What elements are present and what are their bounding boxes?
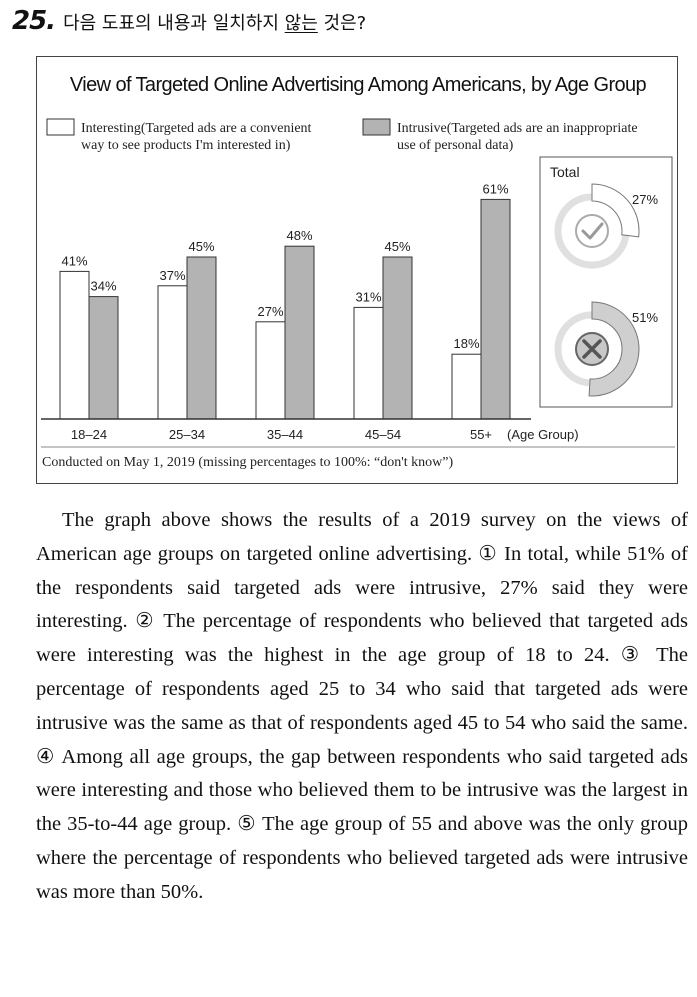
x-icon — [575, 332, 609, 366]
total-title: Total — [550, 164, 580, 180]
total-donuts: 27% 51% — [554, 183, 658, 397]
chart-figure: View of Targeted Online Advertising Amon… — [36, 56, 678, 484]
data-label-intrusive-0: 34% — [90, 279, 116, 294]
question-text-underlined: 않는 — [284, 13, 318, 34]
data-label-interesting-3: 31% — [355, 289, 381, 304]
bar-intrusive-3 — [382, 256, 413, 420]
legend-swatch-intrusive — [362, 118, 391, 136]
data-label-intrusive-3: 45% — [384, 239, 410, 254]
x-tick-label-2: 35–44 — [267, 427, 303, 442]
bar-interesting-1 — [157, 285, 188, 420]
donut-segment-intrusive — [588, 301, 640, 397]
x-axis-suffix: (Age Group) — [507, 427, 579, 442]
bar-intrusive-2 — [284, 245, 315, 420]
donut-segment-interesting — [591, 183, 640, 238]
bar-intrusive-0 — [88, 296, 119, 420]
data-label-intrusive-4: 61% — [482, 181, 508, 196]
x-tick-label-1: 25–34 — [169, 427, 205, 442]
bar-chart: View of Targeted Online Advertising Amon… — [41, 74, 675, 470]
chart-title: View of Targeted Online Advertising Amon… — [70, 74, 647, 96]
data-label-interesting-0: 41% — [61, 253, 87, 268]
legend-swatch-interesting — [46, 118, 75, 136]
bar-interesting-4 — [451, 353, 482, 420]
donut-label-interesting: 27% — [632, 192, 658, 207]
legend-interesting-line2: way to see products I'm interested in) — [81, 138, 291, 153]
bar-interesting-0 — [59, 270, 90, 420]
question-header: 25. 다음 도표의 내용과 일치하지 않는 것은? — [12, 6, 366, 40]
legend-intrusive-line1: Intrusive(Targeted ads are an inappropri… — [397, 121, 638, 136]
question-text-after: 것은? — [317, 13, 367, 34]
data-label-intrusive-2: 48% — [286, 228, 312, 243]
x-axis-labels: 18–24 25–34 35–44 45–54 55+ (Age Group) — [71, 427, 579, 442]
question-text-before: 다음 도표의 내용과 일치하지 — [63, 13, 285, 34]
donut-label-intrusive: 51% — [632, 310, 658, 325]
bar-interesting-2 — [255, 321, 286, 420]
x-tick-label-0: 18–24 — [71, 427, 107, 442]
data-label-intrusive-1: 45% — [188, 239, 214, 254]
bar-intrusive-1 — [186, 256, 217, 420]
data-label-interesting-4: 18% — [453, 336, 479, 351]
chart-footnote: Conducted on May 1, 2019 (missing percen… — [42, 455, 454, 470]
passage: The graph above shows the results of a 2… — [36, 504, 688, 910]
passage-paragraph: The graph above shows the results of a 2… — [36, 509, 688, 903]
bar-intrusive-4 — [480, 198, 511, 420]
legend-interesting-line1: Interesting(Targeted ads are a convenien… — [81, 121, 312, 136]
check-icon — [575, 214, 609, 248]
data-label-interesting-1: 37% — [159, 268, 185, 283]
question-number: 25. — [12, 6, 56, 36]
data-label-interesting-2: 27% — [257, 304, 283, 319]
question-prompt: 다음 도표의 내용과 일치하지 않는 것은? — [63, 9, 366, 35]
x-tick-label-4: 55+ — [470, 427, 492, 442]
x-tick-label-3: 45–54 — [365, 427, 401, 442]
bars-group: 41% 37% 27% 31% 18% 34% 45% 48% 45% 61% — [59, 181, 511, 420]
bar-interesting-3 — [353, 306, 384, 420]
legend-intrusive-line2: use of personal data) — [397, 138, 514, 153]
